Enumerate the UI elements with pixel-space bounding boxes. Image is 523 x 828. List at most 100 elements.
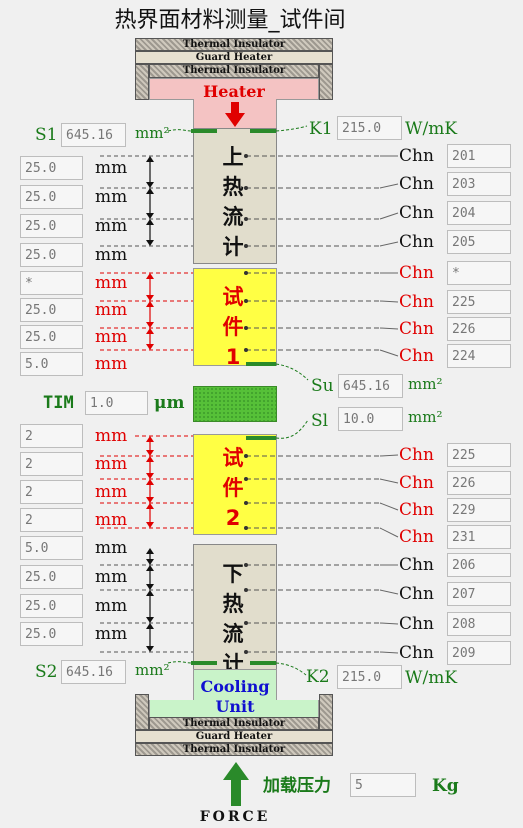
arrow-head (146, 548, 154, 554)
channel-input[interactable] (447, 230, 511, 254)
thermocouple-point (244, 326, 248, 330)
arrow-head (146, 565, 154, 571)
distance-input[interactable] (20, 352, 83, 376)
specimen-2-label: 试件2 (222, 446, 244, 530)
load-pressure-label: 加载压力 (263, 776, 331, 796)
thermocouple-point (244, 299, 248, 303)
k1-label: K1 (309, 119, 333, 139)
channel-label: Chn (399, 174, 434, 194)
distance-input[interactable] (20, 156, 83, 180)
channel-label: Chn (399, 319, 434, 339)
k1-input[interactable] (337, 116, 402, 140)
distance-input[interactable] (20, 565, 83, 589)
distance-input[interactable] (20, 325, 83, 349)
thermocouple-point (244, 348, 248, 352)
load-unit: Kg (432, 776, 459, 796)
arrow-head (146, 450, 154, 456)
upper-flux-meter (193, 128, 277, 264)
thermocouple-point (244, 621, 248, 625)
sl-label: Sl (311, 411, 329, 431)
s1-input[interactable] (61, 123, 126, 147)
distance-unit: mm (95, 187, 128, 207)
distance-input[interactable] (20, 424, 83, 448)
cooling-neck (193, 669, 277, 701)
channel-input[interactable] (447, 443, 511, 467)
su-input[interactable] (338, 374, 403, 398)
distance-input[interactable] (20, 271, 83, 295)
channel-input[interactable] (447, 201, 511, 225)
distance-input[interactable] (20, 622, 83, 646)
s2-label: S2 (35, 662, 58, 682)
bottom-thermal-insulator-inner: Thermal Insulator (149, 717, 319, 730)
distance-input[interactable] (20, 243, 83, 267)
channel-label: Chn (399, 232, 434, 252)
distance-input[interactable] (20, 214, 83, 238)
thermocouple-link (379, 241, 399, 247)
thermocouple-link (379, 454, 399, 457)
channel-input[interactable] (447, 525, 511, 549)
channel-label: Chn (399, 500, 434, 520)
arrow-head (146, 301, 154, 307)
channel-label: Chn (399, 527, 434, 547)
channel-input[interactable] (447, 290, 511, 314)
sl-input[interactable] (338, 407, 403, 431)
distance-unit: mm (95, 482, 128, 502)
force-up-arrow-icon (223, 762, 249, 806)
distance-input[interactable] (20, 480, 83, 504)
distance-input[interactable] (20, 536, 83, 560)
distance-input[interactable] (20, 508, 83, 532)
arrow-head (146, 156, 154, 162)
arrow-head (146, 240, 154, 246)
channel-input[interactable] (447, 582, 511, 606)
sl-unit: mm² (408, 408, 443, 426)
arrow-head (146, 559, 154, 565)
distance-input[interactable] (20, 185, 83, 209)
arrow-head (146, 584, 154, 590)
arrow-head (146, 273, 154, 279)
thermocouple-point (244, 217, 248, 221)
su-label: Su (311, 376, 334, 396)
arrow-head (146, 328, 154, 334)
thermocouple-link (379, 349, 399, 357)
upper-flux-label: 上热流计 (222, 145, 244, 259)
tim-input[interactable] (85, 391, 148, 415)
distance-input[interactable] (20, 452, 83, 476)
distance-input[interactable] (20, 594, 83, 618)
arrow-head (146, 182, 154, 188)
arrow-head (146, 456, 154, 462)
arrow-head (146, 219, 154, 225)
top-guard-heater: Guard Heater (135, 51, 333, 64)
channel-input[interactable] (447, 261, 511, 285)
channel-input[interactable] (447, 641, 511, 665)
channel-input[interactable] (447, 144, 511, 168)
k1-unit: W/mK (405, 119, 458, 139)
channel-input[interactable] (447, 612, 511, 636)
top-guard-side-left (135, 64, 149, 100)
thermocouple-link (379, 300, 399, 303)
s2-input[interactable] (61, 660, 126, 684)
channel-input[interactable] (447, 344, 511, 368)
thermocouple-point (244, 244, 248, 248)
load-pressure-input[interactable] (350, 773, 416, 797)
thermocouple-point (244, 650, 248, 654)
distance-unit: mm (95, 426, 128, 446)
arrow-head (146, 436, 154, 442)
top-thermal-insulator-outer: Thermal Insulator (135, 38, 333, 51)
k2-input[interactable] (337, 665, 402, 689)
thermocouple-link (379, 212, 399, 220)
distance-unit: mm (95, 538, 128, 558)
page-title: 热界面材料测量_试件间 (114, 8, 346, 33)
thermocouple-link (379, 622, 399, 625)
channel-input[interactable] (447, 172, 511, 196)
thermocouple-link (379, 478, 399, 484)
channel-input[interactable] (447, 317, 511, 341)
thermocouple-point (244, 271, 248, 275)
channel-input[interactable] (447, 471, 511, 495)
channel-input[interactable] (447, 498, 511, 522)
distance-unit: mm (95, 510, 128, 530)
channel-label: Chn (399, 292, 434, 312)
channel-input[interactable] (447, 553, 511, 577)
arrow-head (146, 344, 154, 350)
distance-input[interactable] (20, 298, 83, 322)
bottom-guard-heater: Guard Heater (135, 730, 333, 743)
